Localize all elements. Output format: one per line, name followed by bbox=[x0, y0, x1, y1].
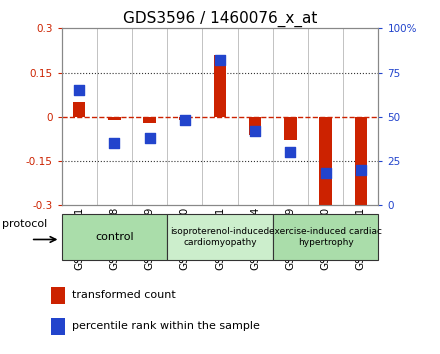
Point bbox=[357, 167, 364, 173]
Text: transformed count: transformed count bbox=[72, 290, 176, 300]
Bar bbox=[249, 117, 261, 135]
Bar bbox=[319, 117, 332, 205]
Bar bbox=[179, 117, 191, 120]
Point bbox=[287, 149, 294, 155]
Bar bbox=[73, 102, 85, 117]
Text: exercise-induced cardiac
hypertrophy: exercise-induced cardiac hypertrophy bbox=[269, 228, 382, 247]
Bar bbox=[284, 117, 297, 141]
Bar bbox=[355, 117, 367, 205]
Point bbox=[322, 171, 329, 176]
Point bbox=[111, 141, 118, 146]
Point bbox=[146, 135, 153, 141]
Bar bbox=[214, 55, 226, 117]
Text: protocol: protocol bbox=[2, 219, 47, 229]
Text: control: control bbox=[95, 232, 134, 242]
Bar bbox=[51, 287, 65, 304]
Text: percentile rank within the sample: percentile rank within the sample bbox=[72, 321, 260, 331]
Point bbox=[252, 128, 259, 134]
Point bbox=[216, 57, 224, 63]
Point bbox=[76, 87, 83, 93]
Bar bbox=[51, 318, 65, 335]
Bar bbox=[62, 214, 167, 260]
Point bbox=[181, 118, 188, 123]
Title: GDS3596 / 1460076_x_at: GDS3596 / 1460076_x_at bbox=[123, 11, 317, 27]
Bar bbox=[273, 214, 378, 260]
Bar bbox=[143, 117, 156, 123]
Bar bbox=[108, 117, 121, 120]
Bar bbox=[167, 214, 273, 260]
Text: isoproterenol-induced
cardiomyopathy: isoproterenol-induced cardiomyopathy bbox=[170, 228, 270, 247]
